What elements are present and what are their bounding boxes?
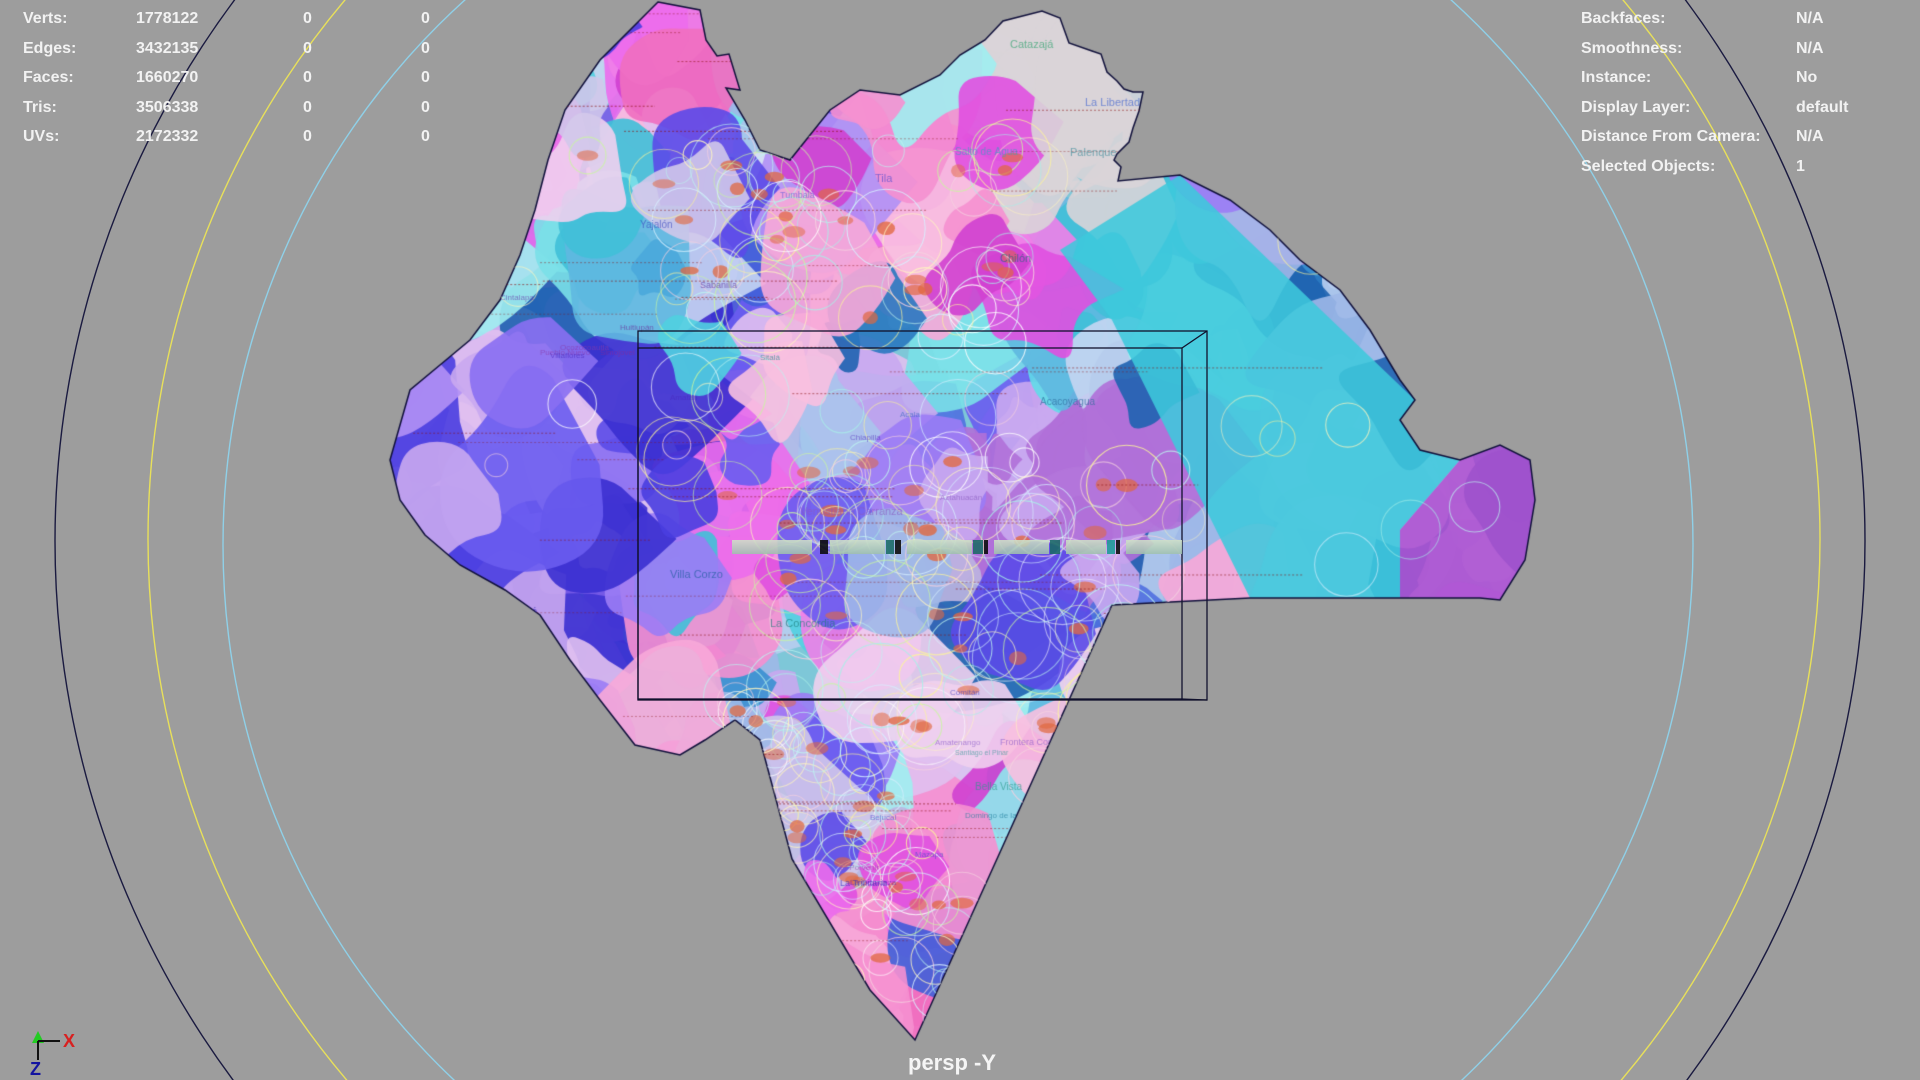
svg-text:X: X bbox=[63, 1031, 75, 1051]
svg-text:Z: Z bbox=[30, 1059, 41, 1079]
